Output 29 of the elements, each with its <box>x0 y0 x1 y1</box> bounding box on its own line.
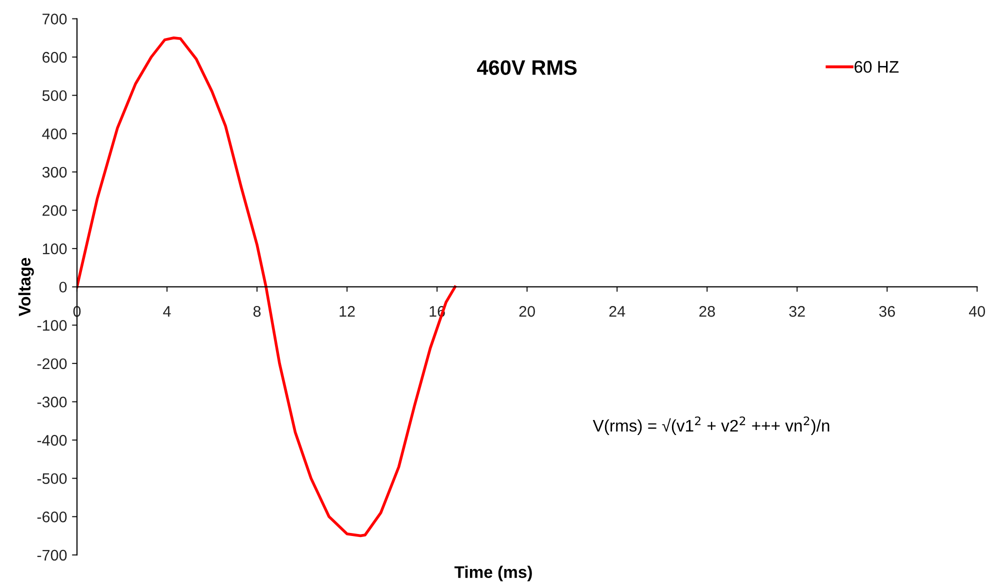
y-tick-label: -400 <box>37 434 67 446</box>
y-tick-label: 500 <box>42 90 67 102</box>
x-tick-label: 32 <box>789 306 805 317</box>
y-tick-label: 600 <box>42 52 67 63</box>
y-tick-label: -500 <box>37 473 67 484</box>
x-tick-label: 12 <box>340 306 355 317</box>
y-tick-label: 400 <box>42 128 67 140</box>
y-tick-label: 100 <box>42 243 67 254</box>
x-tick-label: 8 <box>253 306 261 317</box>
y-axis-title: Voltage <box>18 258 34 316</box>
y-tick-label: -600 <box>37 512 67 522</box>
y-tick-label: -100 <box>37 320 67 331</box>
x-axis-title: Time (ms) <box>454 566 532 582</box>
text: 460V RMS <box>477 60 577 75</box>
x-tick-label: 40 <box>968 306 986 317</box>
x-tick-label: 36 <box>879 306 895 317</box>
y-tick-label: -200 <box>37 358 67 370</box>
y-tick-label: 0 <box>59 282 67 293</box>
y-tick-label: -300 <box>37 396 67 408</box>
y-tick-label: 300 <box>42 166 67 178</box>
annotation: V(rms) = √(v1$^{2}$ + v2$^{2}$ +++ vn$^{2}$)/n <box>592 416 830 435</box>
y-tick-label: -700 <box>37 550 67 561</box>
x-tick-label: 4 <box>163 306 171 317</box>
x-tick-label: 20 <box>519 306 535 317</box>
legend-label: 60 HZ <box>854 61 899 73</box>
y-tick-label: 200 <box>42 205 67 216</box>
x-tick-label: 24 <box>609 306 626 317</box>
x-tick-label: 28 <box>699 306 715 317</box>
y-tick-label: 700 <box>42 14 67 24</box>
